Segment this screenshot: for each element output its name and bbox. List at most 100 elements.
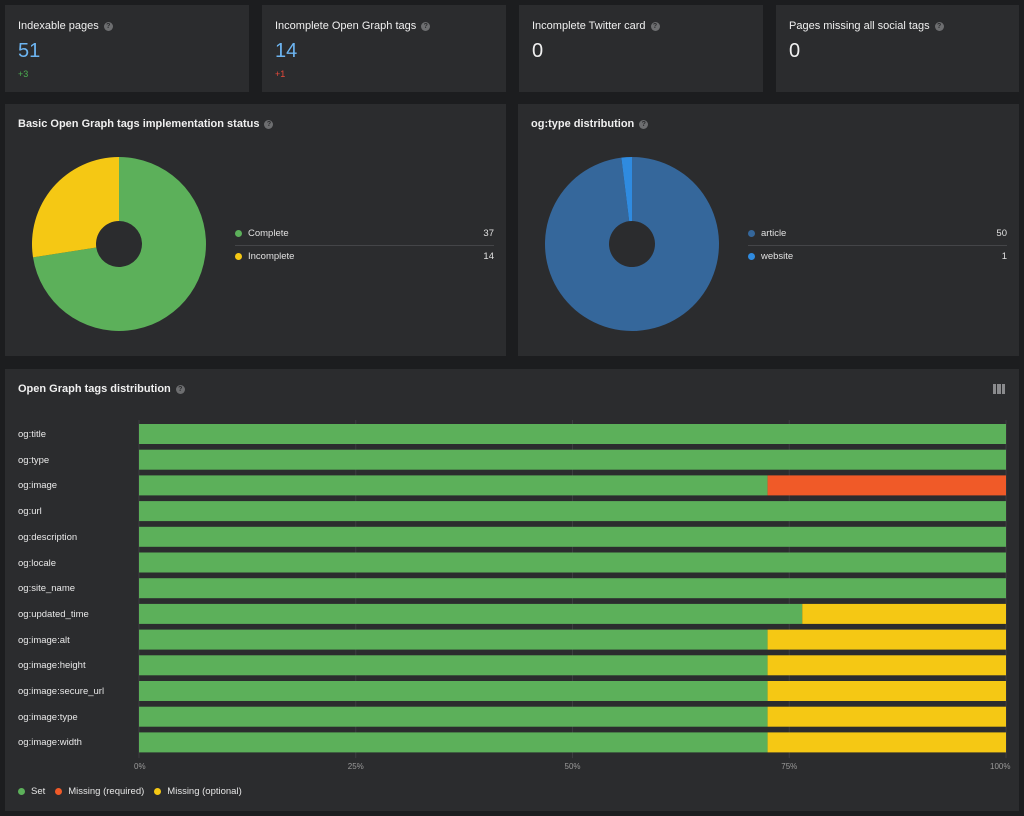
legend-label: Missing (optional): [167, 786, 242, 797]
help-icon[interactable]: ?: [421, 21, 431, 31]
legend-label: article: [761, 227, 787, 239]
help-icon[interactable]: ?: [264, 119, 274, 129]
legend-item-missing-optional[interactable]: Missing (optional): [154, 786, 242, 797]
help-icon[interactable]: ?: [103, 21, 113, 31]
kpi-card-indexable-pages: Indexable pages? 51 +3: [5, 5, 249, 92]
legend-item-article[interactable]: article 50: [748, 222, 1007, 244]
kpi-value: 51: [18, 40, 41, 62]
help-icon[interactable]: ?: [650, 21, 660, 31]
legend-dot: [235, 229, 242, 237]
x-tick-label: 0%: [134, 762, 146, 771]
bar-segment-set[interactable]: [139, 424, 1006, 444]
bar-chart-legend: Set Missing (required) Missing (optional…: [18, 786, 252, 797]
bar-segment-missing-optional[interactable]: [802, 603, 1006, 624]
columns-icon[interactable]: [993, 384, 1005, 394]
kpi-title: Incomplete Open Graph tags?: [275, 20, 431, 32]
legend-value: 50: [996, 227, 1007, 239]
kpi-value: 0: [532, 40, 544, 62]
bar-segment-missing-optional[interactable]: [767, 732, 1006, 753]
bar-category-label: og:image:secure_url: [18, 686, 105, 697]
bar-category-label: og:description: [18, 531, 78, 543]
bar-category-label: og:url: [18, 506, 42, 518]
legend-item-incomplete[interactable]: Incomplete 14: [235, 245, 494, 267]
legend-value: 14: [483, 250, 494, 262]
bar-segment-set[interactable]: [139, 526, 1006, 547]
bar-segment-missing-optional[interactable]: [767, 706, 1006, 727]
bar-category-label: og:image:alt: [18, 634, 70, 646]
x-tick-label: 50%: [564, 762, 581, 771]
legend-label: website: [761, 250, 794, 262]
legend-label: Set: [31, 786, 46, 797]
bar-segment-set[interactable]: [139, 501, 1006, 522]
bar-segment-missing-optional[interactable]: [767, 655, 1006, 676]
bar-category-label: og:locale: [18, 557, 57, 569]
pie-slice-article[interactable]: [545, 157, 719, 331]
bar-segment-set[interactable]: [139, 732, 768, 753]
og-type-card: og:type distribution? article 50 website…: [518, 104, 1019, 356]
bar-category-label: og:updated_time: [18, 608, 89, 620]
bar-category-label: og:title: [18, 429, 46, 440]
x-tick-label: 25%: [347, 762, 364, 771]
bar-segment-missing-required[interactable]: [767, 475, 1006, 496]
legend-dot: [748, 229, 755, 237]
pie-slice-complete[interactable]: [33, 157, 206, 331]
legend-dot: [235, 252, 242, 260]
legend-dot: [18, 788, 25, 795]
legend-label: Complete: [248, 227, 289, 239]
og-tags-distribution-card: Open Graph tags distribution? og:title og…: [5, 369, 1019, 811]
legend-value: 37: [483, 227, 494, 239]
bar-segment-set[interactable]: [139, 706, 768, 727]
kpi-title: Incomplete Twitter card?: [532, 20, 660, 32]
legend-dot: [748, 252, 755, 260]
og-type-donut-chart: [545, 157, 719, 331]
bar-category-label: og:image:type: [18, 711, 78, 723]
legend-divider: [235, 245, 494, 246]
legend-item-complete[interactable]: Complete 37: [235, 222, 494, 244]
bar-segment-missing-optional[interactable]: [767, 681, 1006, 701]
legend-label: Incomplete: [248, 250, 295, 262]
help-icon[interactable]: ?: [934, 21, 944, 31]
card-title: Open Graph tags distribution?: [18, 383, 185, 395]
bar-segment-set[interactable]: [139, 681, 768, 701]
og-tags-bar-chart: [138, 420, 1007, 759]
kpi-title: Indexable pages?: [18, 20, 113, 32]
legend-item-set[interactable]: Set: [18, 786, 45, 797]
bar-segment-set[interactable]: [139, 603, 803, 624]
help-icon[interactable]: ?: [175, 384, 185, 394]
kpi-value: 0: [789, 40, 801, 62]
pie-slice-website[interactable]: [621, 157, 632, 222]
legend-label: Missing (required): [68, 786, 145, 797]
legend-dot: [55, 788, 63, 795]
bar-segment-set[interactable]: [139, 475, 768, 496]
bar-segment-set[interactable]: [139, 449, 1006, 470]
pie-slice-incomplete[interactable]: [31, 157, 119, 258]
kpi-card-incomplete-twitter-card: Incomplete Twitter card? 0: [519, 5, 763, 92]
legend-divider: [748, 245, 1007, 246]
bar-category-label: og:site_name: [18, 583, 76, 595]
legend-item-missing-required[interactable]: Missing (required): [55, 786, 144, 797]
bar-category-label: og:image:width: [18, 737, 82, 749]
x-tick-label: 75%: [781, 762, 798, 771]
kpi-title: Pages missing all social tags?: [789, 20, 944, 32]
og-status-card: Basic Open Graph tags implementation sta…: [5, 104, 506, 356]
legend-dot: [154, 788, 162, 795]
bar-segment-set[interactable]: [139, 629, 768, 650]
help-icon[interactable]: ?: [639, 119, 649, 129]
og-status-donut-chart: [31, 157, 206, 331]
kpi-delta: +1: [275, 69, 286, 79]
kpi-delta: +3: [18, 69, 29, 79]
card-title: Basic Open Graph tags implementation sta…: [18, 118, 274, 130]
bar-segment-missing-optional[interactable]: [767, 629, 1006, 650]
x-tick-label: 100%: [990, 762, 1011, 771]
bar-segment-set[interactable]: [139, 578, 1006, 599]
kpi-value: 14: [275, 40, 298, 62]
bar-category-label: og:image: [18, 480, 58, 492]
legend-item-website[interactable]: website 1: [748, 245, 1007, 267]
kpi-card-incomplete-og-tags: Incomplete Open Graph tags? 14 +1: [262, 5, 506, 92]
kpi-card-pages-missing-social-tags: Pages missing all social tags? 0: [776, 5, 1019, 92]
bar-segment-set[interactable]: [139, 655, 768, 676]
bar-category-label: og:image:height: [18, 660, 86, 672]
bar-segment-set[interactable]: [139, 552, 1006, 573]
card-title: og:type distribution?: [531, 118, 649, 130]
bar-category-label: og:type: [18, 454, 50, 466]
